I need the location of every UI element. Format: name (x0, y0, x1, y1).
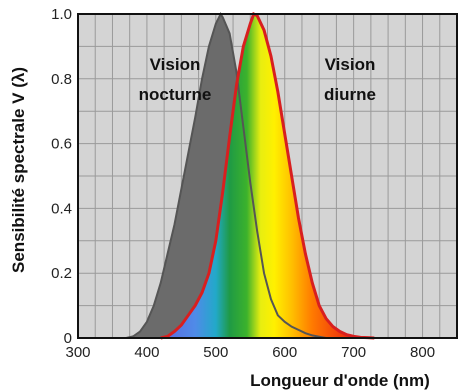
annotation-nocturne-line1: Vision (150, 55, 201, 74)
annotation-diurne-line2: diurne (324, 85, 376, 104)
scotopic-curve-line (126, 11, 327, 339)
x-tick-label: 700 (341, 344, 366, 361)
y-tick-label: 0 (64, 330, 72, 347)
x-tick-label: 600 (272, 344, 297, 361)
x-tick-label: 800 (410, 344, 435, 361)
y-axis-title: Sensibilité spectrale V (λ) (9, 67, 28, 273)
y-tick-label: 0.4 (51, 200, 72, 217)
x-tick-label: 300 (65, 344, 90, 361)
x-axis-ticks: 300 400 500 600 700 800 (65, 344, 435, 361)
y-axis-ticks: 0 0.2 0.4 0.6 0.8 1.0 (51, 6, 72, 347)
y-tick-label: 0.6 (51, 136, 72, 153)
y-tick-label: 0.2 (51, 265, 72, 282)
annotation-diurne-line1: Vision (325, 55, 376, 74)
x-axis-title: Longueur d'onde (nm) (250, 371, 430, 390)
annotation-nocturne-line2: nocturne (139, 85, 212, 104)
x-tick-label: 500 (203, 344, 228, 361)
y-tick-label: 0.8 (51, 71, 72, 88)
x-tick-label: 400 (134, 344, 159, 361)
plot-frame (77, 13, 458, 339)
y-tick-label: 1.0 (51, 6, 72, 23)
photopic-curve-line (160, 11, 375, 340)
